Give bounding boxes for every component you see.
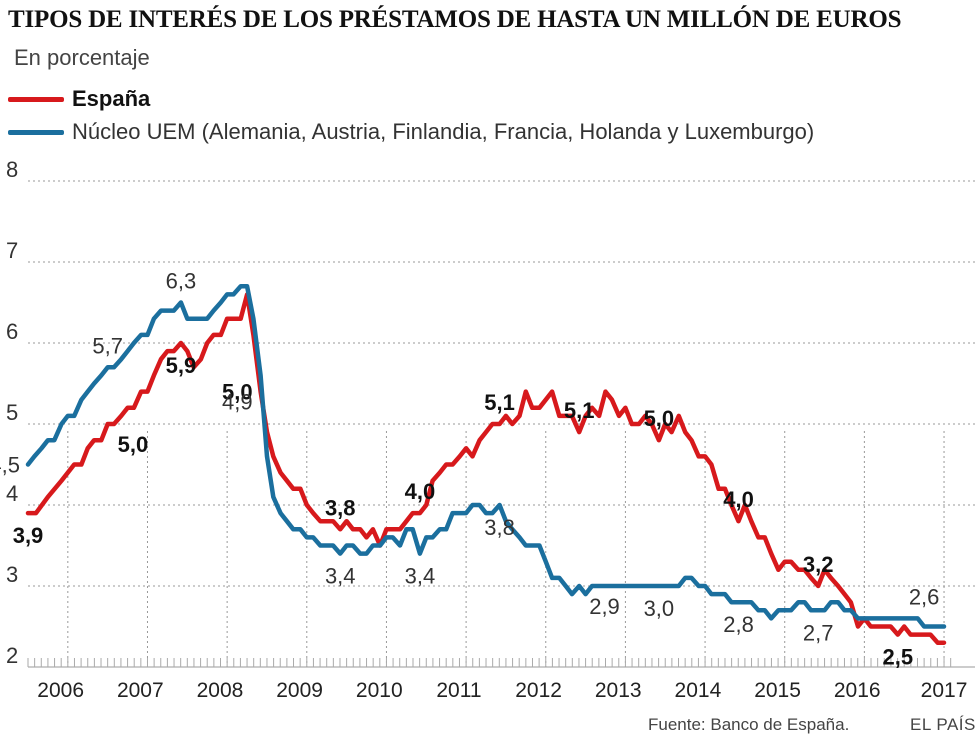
brand-logo: EL PAÍS [910,715,976,734]
x-tick-label: 2011 [436,679,481,702]
annotation-spain: 5,0 [644,406,675,431]
y-tick-label: 4 [6,481,18,506]
x-tick-label: 2007 [117,679,164,702]
x-tick-label: 2016 [834,679,881,702]
annotation-spain: 2,5 [883,645,914,670]
x-tick-label: 2010 [356,679,403,702]
legend-item-core: Núcleo UEM (Alemania, Austria, Finlandia… [8,119,814,145]
annotation-core: 4,9 [222,389,253,414]
annotation-spain: 4,0 [405,479,436,504]
chart-subtitle: En porcentaje [14,45,150,70]
legend-label-core: Núcleo UEM (Alemania, Austria, Finlandia… [72,119,815,144]
x-tick-label: 2013 [595,679,642,702]
annotation-spain: 3,2 [803,552,834,577]
annotation-core: 3,8 [484,515,515,540]
series-line-core [25,284,947,629]
annotation-core: 2,7 [803,620,834,645]
legend-swatch-core [8,129,64,135]
annotation-core: 2,8 [723,612,754,637]
y-tick-label: 7 [6,238,18,263]
annotation-core: 6,3 [166,269,197,294]
annotation-core: 2,9 [589,594,620,619]
line-chart: 2 3 4 5 6 7 8 2006 2007 2008 2009 2010 2011 2012 2013 2… [0,157,975,702]
x-tick-label: 2006 [37,679,84,702]
x-tick-label: 2009 [276,679,323,702]
series-line-spain [25,292,947,645]
annotation-spain: 5,1 [484,390,515,415]
legend-label-spain: España [72,86,151,111]
annotation-spain: 5,0 [222,380,253,405]
x-tick-label: 2012 [515,679,562,702]
chart-title: TIPOS DE INTERÉS DE LOS PRÉSTAMOS DE HAS… [8,6,902,33]
annotation-spain: 4,0 [723,487,754,512]
annotation-core: 2,6 [909,584,940,609]
annotation-core: 3,4 [405,564,436,589]
legend-swatch-spain [8,96,64,102]
annotation-spain: 5,1 [564,398,595,423]
annotation-core: 3,0 [644,596,675,621]
y-tick-label: 8 [6,157,18,182]
annotation-spain: 5,0 [118,432,149,457]
y-tick-label: 6 [6,319,18,344]
legend-item-spain: España [8,86,150,112]
y-tick-label: 3 [6,562,18,587]
annotation-core: 3,4 [325,564,356,589]
annotation-spain: 3,8 [325,495,356,520]
source-note: Fuente: Banco de España. [648,715,850,734]
annotation-spain: 5,9 [166,353,197,378]
x-tick-label: 2017 [921,679,968,702]
x-tick-label: 2015 [754,679,801,702]
x-tick-label: 2014 [675,679,722,702]
y-tick-label: 5 [6,400,18,425]
y-tick-label: 2 [6,643,18,668]
annotation-spain: 3,9 [13,523,44,548]
x-tick-label: 2008 [197,679,244,702]
annotation-core: 4,5 [0,453,20,478]
annotation-core: 5,7 [92,333,123,358]
